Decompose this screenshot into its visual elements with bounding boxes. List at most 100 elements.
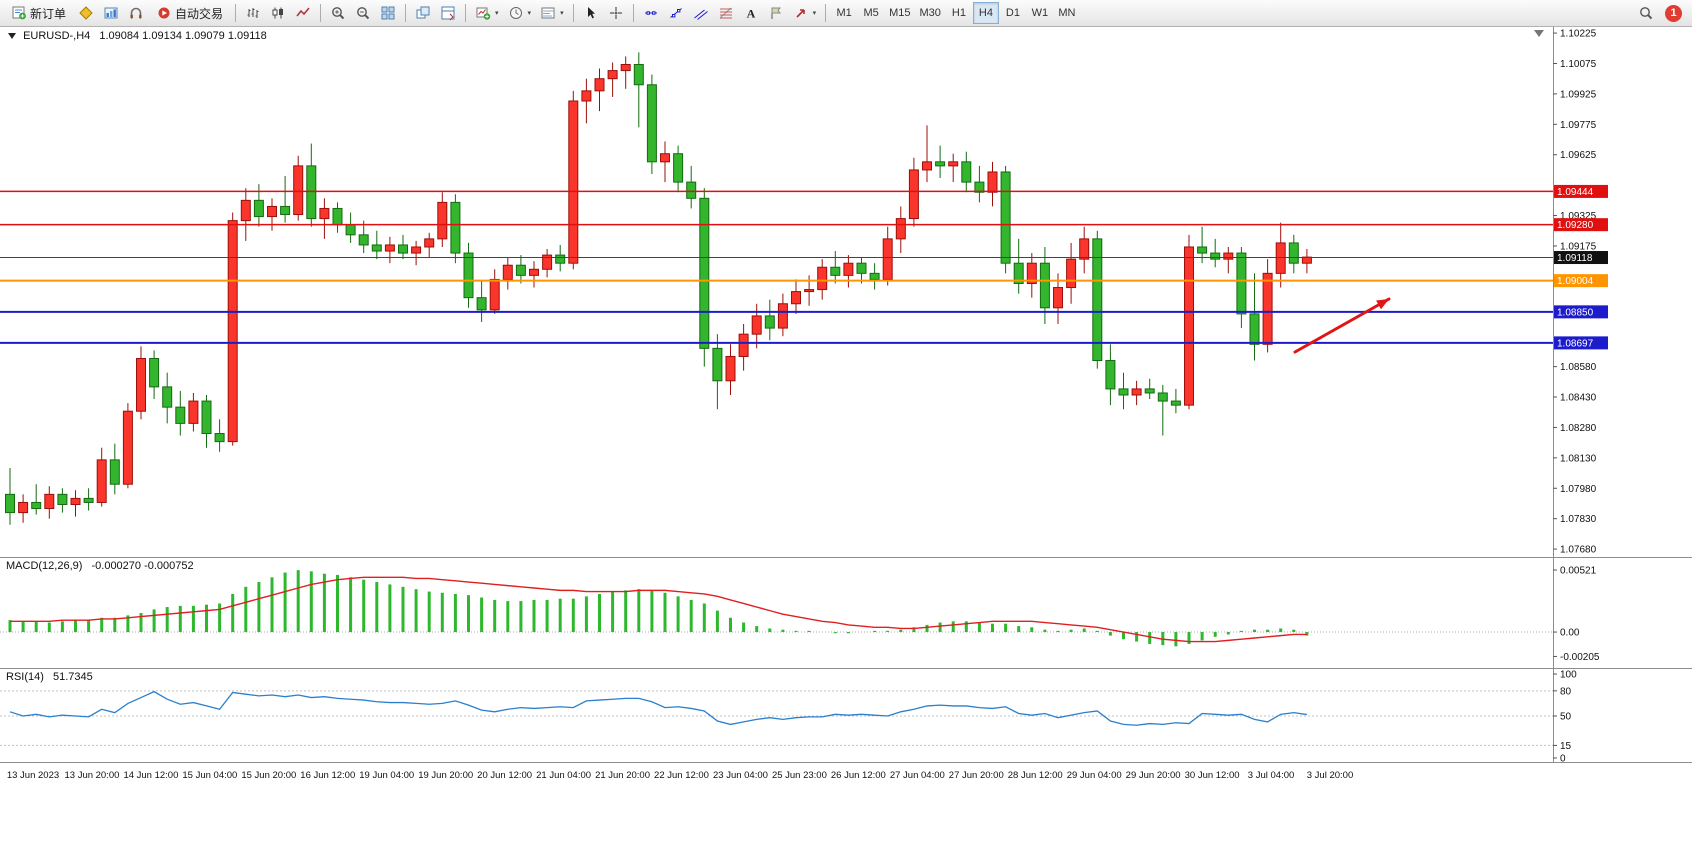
text-icon: A (746, 7, 755, 21)
timeframe-h4-button[interactable]: H4 (972, 2, 999, 24)
timeframe-m1-button[interactable]: M1 (831, 2, 857, 24)
svg-text:1.09625: 1.09625 (1560, 150, 1597, 161)
svg-text:1.09925: 1.09925 (1560, 89, 1597, 100)
notification-badge[interactable]: 1 (1665, 4, 1682, 22)
crosshair-button[interactable] (604, 2, 628, 24)
auto-trading-icon (158, 7, 170, 19)
macd-panel (0, 570, 1553, 647)
chart-dropdown-icon (8, 33, 16, 39)
timeframe-d1-button[interactable]: D1 (1000, 2, 1026, 24)
candlestick-mode-button[interactable] (266, 2, 290, 24)
arrow-annotation[interactable] (1293, 297, 1391, 354)
toolbar-separator (572, 4, 574, 22)
market-watch-icon (79, 6, 93, 20)
text-button[interactable]: A (739, 2, 763, 24)
zoom-in-button[interactable] (326, 2, 350, 24)
text-label-button[interactable] (764, 2, 788, 24)
svg-text:28 Jun 12:00: 28 Jun 12:00 (1008, 770, 1063, 781)
trendline-button[interactable] (664, 2, 688, 24)
new-order-button[interactable]: 新订单 (4, 2, 73, 24)
svg-text:1.10225: 1.10225 (1560, 29, 1597, 40)
rsi-indicator-name: RSI(14) (6, 671, 44, 683)
svg-text:1.10075: 1.10075 (1560, 59, 1597, 70)
svg-text:50: 50 (1560, 712, 1572, 723)
timeframe-w1-button[interactable]: W1 (1027, 2, 1053, 24)
search-button[interactable] (1634, 2, 1658, 24)
toolbar: 新订单 自动交易 ▾ ▾ (0, 0, 1692, 27)
macd-indicator-name: MACD(12,26,9) (6, 560, 83, 572)
cascade-windows-button[interactable] (411, 2, 435, 24)
templates-button[interactable]: ▾ (536, 2, 568, 24)
svg-text:26 Jun 12:00: 26 Jun 12:00 (831, 770, 886, 781)
auto-trading-button[interactable]: 自动交易 (149, 2, 230, 24)
svg-text:19 Jun 20:00: 19 Jun 20:00 (418, 770, 473, 781)
svg-text:14 Jun 12:00: 14 Jun 12:00 (123, 770, 178, 781)
alerts-button[interactable] (124, 2, 148, 24)
timeframe-m30-button[interactable]: M30 (916, 2, 945, 24)
chart-symbol-period: EURUSD-,H4 (23, 30, 91, 42)
terminal-button[interactable] (99, 2, 123, 24)
svg-text:23 Jun 04:00: 23 Jun 04:00 (713, 770, 768, 781)
svg-text:15 Jun 04:00: 15 Jun 04:00 (182, 770, 237, 781)
search-icon (1640, 7, 1653, 20)
svg-text:1.09280: 1.09280 (1557, 220, 1594, 231)
svg-text:3 Jul 20:00: 3 Jul 20:00 (1307, 770, 1353, 781)
tile-windows-icon (381, 6, 395, 20)
fibonacci-button[interactable] (714, 2, 738, 24)
horizontal-line-button[interactable] (639, 2, 663, 24)
svg-text:13 Jun 2023: 13 Jun 2023 (7, 770, 59, 781)
svg-text:1.09004: 1.09004 (1557, 276, 1594, 287)
tile-windows-button[interactable] (376, 2, 400, 24)
zoom-out-button[interactable] (351, 2, 375, 24)
timeframe-h1-button[interactable]: H1 (946, 2, 972, 24)
price-axis[interactable]: 1.10225 1.10075 1.09925 1.09775 1.09625 1.093… (1553, 29, 1608, 765)
cursor-button[interactable] (579, 2, 603, 24)
svg-text:1.09325: 1.09325 (1560, 211, 1597, 222)
svg-text:-0.00205: -0.00205 (1560, 652, 1600, 663)
rsi-label: RSI(14) 51.7345 (6, 671, 93, 683)
timeframe-m15-button[interactable]: M15 (885, 2, 914, 24)
candlestick-icon (272, 7, 284, 19)
chart-shift-marker[interactable] (1534, 30, 1544, 37)
equidistant-channel-button[interactable] (689, 2, 713, 24)
svg-text:16 Jun 12:00: 16 Jun 12:00 (300, 770, 355, 781)
arrange-windows-icon (441, 6, 455, 21)
time-axis[interactable]: 13 Jun 2023 13 Jun 20:00 14 Jun 12:00 15 Ju… (7, 770, 1353, 781)
macd-indicator-values: -0.000270 -0.000752 (91, 560, 194, 572)
fibonacci-icon (719, 7, 732, 19)
svg-text:1.09775: 1.09775 (1560, 120, 1597, 131)
svg-text:100: 100 (1560, 670, 1577, 681)
market-watch-button[interactable] (74, 2, 98, 24)
new-order-label: 新订单 (30, 6, 67, 21)
svg-text:0: 0 (1560, 753, 1566, 764)
new-chart-button[interactable]: ▾ (471, 2, 503, 24)
svg-text:1.09444: 1.09444 (1557, 187, 1594, 198)
arrange-windows-button[interactable] (436, 2, 460, 24)
bar-chart-icon (247, 8, 259, 18)
svg-text:15: 15 (1560, 741, 1572, 752)
profiles-button[interactable]: ▾ (504, 2, 536, 24)
new-order-icon (12, 6, 26, 20)
svg-text:13 Jun 20:00: 13 Jun 20:00 (64, 770, 119, 781)
dropdown-caret-icon: ▾ (812, 10, 817, 17)
svg-text:1.07980: 1.07980 (1560, 484, 1597, 495)
arrows-button[interactable]: ▾ (789, 2, 821, 24)
horizontal-line-icon (644, 11, 657, 15)
panel-separators[interactable] (0, 26, 1692, 763)
svg-text:29 Jun 04:00: 29 Jun 04:00 (1067, 770, 1122, 781)
timeframe-mn-button[interactable]: MN (1054, 2, 1080, 24)
svg-text:0.00521: 0.00521 (1560, 566, 1597, 577)
svg-text:19 Jun 04:00: 19 Jun 04:00 (359, 770, 414, 781)
toolbar-separator (465, 4, 467, 22)
toolbar-separator (632, 4, 634, 22)
svg-text:80: 80 (1560, 686, 1572, 697)
line-chart-mode-button[interactable] (291, 2, 315, 24)
timeframe-m5-button[interactable]: M5 (858, 2, 884, 24)
bar-chart-mode-button[interactable] (241, 2, 265, 24)
price-level-lines[interactable] (0, 190, 1553, 344)
auto-trading-label: 自动交易 (175, 6, 224, 21)
rsi-panel (0, 690, 1553, 746)
clock-icon (509, 7, 522, 19)
svg-text:25 Jun 23:00: 25 Jun 23:00 (772, 770, 827, 781)
